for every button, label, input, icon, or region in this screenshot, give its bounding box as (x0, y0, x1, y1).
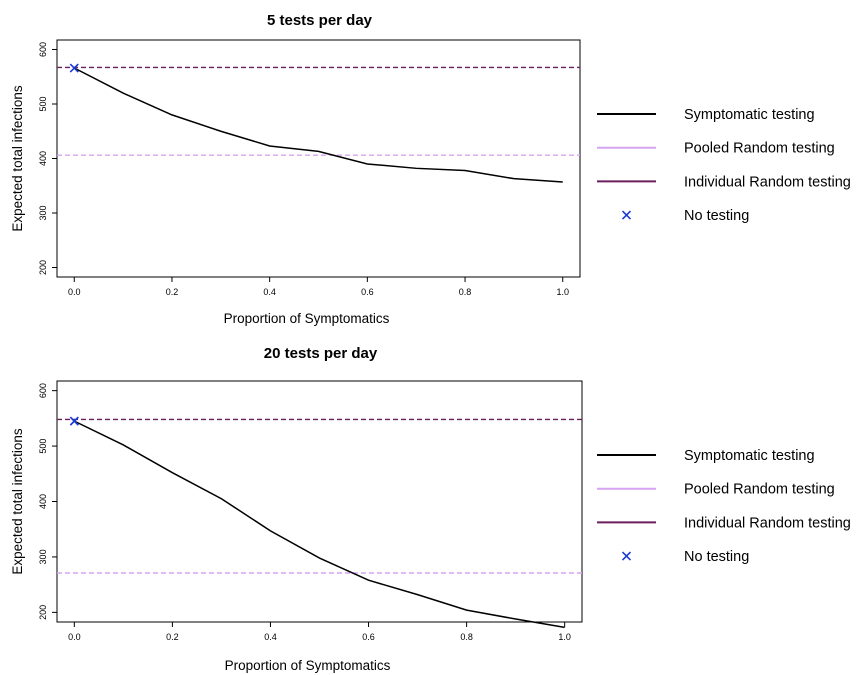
chart-title: 5 tests per day (267, 12, 373, 29)
chart-panel-1: 5 tests per day 0.0 0.2 0.4 0.6 0.8 1.0 200 300 4… (10, 12, 851, 326)
legend-item-symptomatic-testing: Symptomatic testing (597, 448, 815, 464)
series-line-symptomatic-testing (73, 67, 563, 183)
x-tick-label: 0.2 (166, 632, 179, 642)
y-tick-label: 400 (38, 494, 48, 509)
x-tick-label: 0.4 (264, 632, 277, 642)
legend-item-no-testing: No testing (621, 549, 749, 565)
x-tick-label: 1.0 (558, 632, 571, 642)
legend-item-individual-random-testing: Individual Random testing (597, 515, 851, 531)
y-tick-label: 600 (38, 42, 48, 57)
y-tick-label: 300 (38, 205, 48, 220)
marker-no-testing (69, 63, 79, 73)
plot-frame (56, 39, 581, 278)
legend-swatch (621, 551, 632, 561)
marker-no-testing (69, 416, 79, 426)
plot-frame (56, 380, 583, 623)
y-tick-label: 200 (38, 260, 48, 275)
x-tick-label: 0.0 (68, 632, 81, 642)
legend-label: Pooled Random testing (684, 482, 835, 498)
legend-item-pooled-random-testing: Pooled Random testing (597, 141, 835, 157)
y-tick-label: 400 (38, 151, 48, 166)
legend-item-pooled-random-testing: Pooled Random testing (597, 482, 835, 498)
x-tick-label: 0.0 (68, 287, 81, 297)
y-tick-label: 500 (38, 439, 48, 454)
legend-label: Pooled Random testing (684, 141, 835, 157)
x-tick-label: 0.2 (166, 287, 179, 297)
x-tick-label: 0.8 (460, 632, 473, 642)
chart-title: 20 tests per day (264, 345, 378, 362)
x-axis-label: Proportion of Symptomatics (225, 658, 391, 673)
chart-panel-2: 20 tests per day 0.0 0.2 0.4 0.6 0.8 1.0 200 300… (10, 345, 851, 673)
y-axis-label: Expected total infections (10, 85, 25, 232)
x-tick-label: 0.4 (263, 287, 276, 297)
legend-swatch (621, 210, 632, 220)
y-axis-label: Expected total infections (10, 428, 25, 575)
legend-item-no-testing: No testing (621, 208, 749, 224)
marker-stroke (69, 63, 79, 73)
x-tick-label: 0.6 (362, 632, 375, 642)
marker-stroke (69, 416, 79, 426)
legend-label: No testing (684, 549, 749, 565)
legend-label: No testing (684, 208, 749, 224)
legend-label: Symptomatic testing (684, 448, 815, 464)
x-tick-label: 0.6 (361, 287, 374, 297)
y-tick-label: 200 (38, 605, 48, 620)
legend-item-symptomatic-testing: Symptomatic testing (597, 107, 815, 123)
legend: Symptomatic testing Pooled Random testing… (597, 107, 851, 224)
legend-label: Individual Random testing (684, 174, 851, 190)
y-tick-label: 500 (38, 96, 48, 111)
legend-label: Symptomatic testing (684, 107, 815, 123)
y-tick-label: 600 (38, 383, 48, 398)
legend-label: Individual Random testing (684, 515, 851, 531)
x-axis-label: Proportion of Symptomatics (224, 311, 390, 326)
x-tick-label: 0.8 (459, 287, 472, 297)
y-tick-label: 300 (38, 549, 48, 564)
legend-item-individual-random-testing: Individual Random testing (597, 174, 851, 190)
x-tick-label: 1.0 (556, 287, 569, 297)
series-line-symptomatic-testing (73, 420, 565, 629)
legend: Symptomatic testing Pooled Random testing… (597, 448, 851, 565)
